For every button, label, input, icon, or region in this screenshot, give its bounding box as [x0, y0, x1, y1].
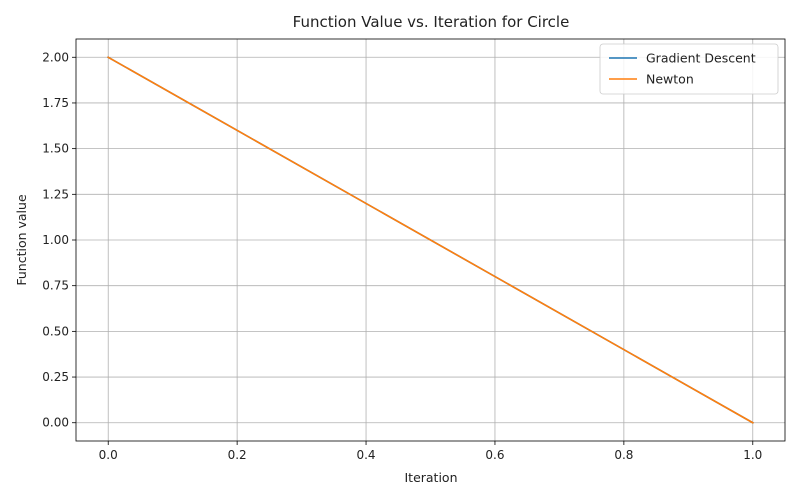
chart-title: Function Value vs. Iteration for Circle	[293, 13, 570, 31]
y-axis-label: Function value	[14, 194, 29, 286]
y-tick-label: 1.75	[42, 96, 69, 110]
x-tick-label: 0.0	[99, 448, 118, 462]
y-tick-label: 1.00	[42, 233, 69, 247]
y-tick-label: 0.00	[42, 416, 69, 430]
y-axis-ticks: 0.00 0.25 0.50 0.75 1.00 1.25 1.50 1.75 2.00	[42, 50, 76, 430]
x-axis-label: Iteration	[404, 470, 457, 485]
y-tick-label: 0.25	[42, 370, 69, 384]
y-tick-label: 2.00	[42, 50, 69, 64]
x-tick-label: 0.8	[614, 448, 633, 462]
x-tick-label: 0.4	[356, 448, 375, 462]
x-tick-label: 0.2	[228, 448, 247, 462]
x-axis-ticks: 0.0 0.2 0.4 0.6 0.8 1.0	[99, 441, 762, 462]
legend: Gradient Descent Newton	[599, 43, 779, 95]
y-tick-label: 1.50	[42, 142, 69, 156]
x-tick-label: 0.6	[485, 448, 504, 462]
y-tick-label: 0.50	[42, 324, 69, 338]
y-tick-label: 1.25	[42, 187, 69, 201]
legend-label: Newton	[646, 72, 694, 87]
y-tick-label: 0.75	[42, 279, 69, 293]
legend-box	[599, 43, 779, 95]
series-lines	[107, 56, 754, 424]
x-tick-label: 1.0	[743, 448, 762, 462]
legend-label: Gradient Descent	[646, 51, 756, 66]
series-line-newton	[107, 56, 754, 424]
